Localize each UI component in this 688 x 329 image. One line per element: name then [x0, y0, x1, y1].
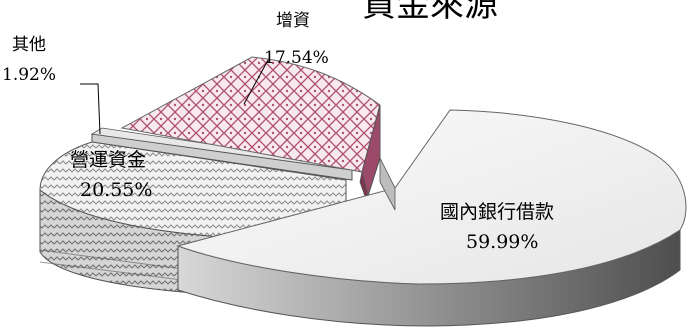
label-working-capital-name: 營運資金 — [70, 149, 146, 171]
label-other-value: 1.92% — [2, 65, 56, 85]
slice-bank-loan — [176, 109, 687, 327]
leader-line-capital-increase — [243, 59, 269, 105]
chart-title: 資金來源 — [362, 0, 498, 25]
label-capital-increase-value: 17.54% — [264, 48, 329, 68]
leader-line-other — [80, 83, 101, 135]
label-working-capital-value: 20.55% — [80, 179, 152, 201]
label-capital-increase-name: 增資 — [276, 11, 310, 31]
label-bank-loan-value: 59.99% — [466, 231, 538, 253]
label-bank-loan-name: 國內銀行借款 — [440, 201, 554, 223]
label-other-name: 其他 — [12, 35, 46, 55]
